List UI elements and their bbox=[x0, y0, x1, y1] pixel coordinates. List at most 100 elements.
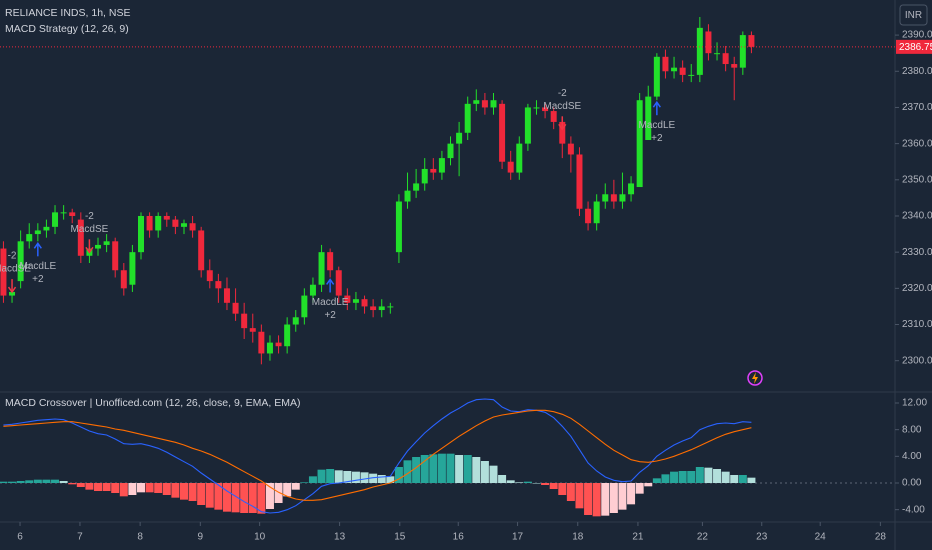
candle-body bbox=[602, 194, 609, 202]
short-qty: -2 bbox=[558, 88, 567, 99]
candle-body bbox=[189, 223, 196, 231]
candle-body bbox=[309, 284, 316, 296]
histogram-bar bbox=[523, 481, 532, 483]
y-tick-label: 12.00 bbox=[902, 398, 927, 409]
histogram-bar bbox=[635, 483, 644, 494]
histogram-bar bbox=[446, 453, 455, 483]
candle-body bbox=[645, 96, 652, 141]
candle-body bbox=[739, 35, 746, 68]
histogram-bar bbox=[308, 476, 317, 483]
candle-body bbox=[628, 183, 635, 195]
strategy-label: MACD Strategy (12, 26, 9) bbox=[5, 23, 129, 35]
histogram-bar bbox=[0, 481, 8, 483]
candle-body bbox=[636, 100, 643, 188]
currency-box[interactable] bbox=[899, 4, 928, 26]
candle-body bbox=[249, 328, 256, 332]
histogram-bar bbox=[222, 483, 231, 512]
histogram-bar bbox=[94, 483, 103, 491]
y-tick-label: 2380.00 bbox=[902, 66, 932, 77]
candle-body bbox=[292, 317, 299, 325]
histogram-bar bbox=[102, 483, 111, 491]
histogram-bar bbox=[334, 470, 343, 483]
x-tick-label: 21 bbox=[632, 532, 644, 543]
histogram-bar bbox=[394, 467, 403, 483]
histogram-bar bbox=[558, 483, 567, 495]
histogram-bar bbox=[76, 483, 85, 487]
candle-body bbox=[404, 190, 411, 202]
candle-body bbox=[481, 100, 488, 108]
candle-body bbox=[155, 215, 162, 231]
histogram-bar bbox=[747, 477, 756, 483]
candle-body bbox=[95, 244, 102, 249]
histogram-bar bbox=[566, 483, 575, 501]
histogram-bar bbox=[343, 471, 352, 483]
candle-body bbox=[585, 208, 592, 224]
histogram-bar bbox=[661, 474, 670, 483]
short-label: MacdSE bbox=[543, 101, 581, 112]
histogram-bar bbox=[240, 483, 249, 513]
candle-body bbox=[284, 324, 291, 347]
histogram-bar bbox=[136, 483, 145, 493]
histogram-bar bbox=[257, 483, 266, 514]
histogram-bar bbox=[248, 483, 257, 513]
short-qty: -2 bbox=[85, 211, 94, 222]
histogram-bar bbox=[541, 483, 550, 485]
candle-body bbox=[430, 168, 437, 173]
histogram-bar bbox=[145, 483, 154, 493]
indicator-line bbox=[3, 398, 752, 514]
histogram-bar bbox=[506, 480, 515, 483]
last-price-badge bbox=[896, 39, 932, 54]
last-price-label: 2386.75 bbox=[899, 42, 932, 53]
long-qty: +2 bbox=[32, 274, 44, 285]
histogram-bar bbox=[205, 483, 214, 508]
x-tick-label: 15 bbox=[394, 532, 406, 543]
long-qty: +2 bbox=[324, 310, 336, 321]
alert-bolt bbox=[752, 372, 758, 384]
candle-body bbox=[748, 35, 755, 47]
histogram-bar bbox=[549, 483, 558, 489]
histogram-bar bbox=[326, 469, 335, 483]
candle-body bbox=[533, 107, 540, 109]
histogram-bar bbox=[25, 480, 34, 483]
candle-body bbox=[542, 107, 549, 112]
long-label: MacdLE bbox=[639, 120, 676, 131]
candle-body bbox=[17, 241, 24, 282]
candle-body bbox=[696, 27, 703, 75]
histogram-bar bbox=[351, 471, 360, 483]
candle-body bbox=[52, 212, 59, 227]
histogram-bar bbox=[644, 483, 653, 487]
candle-body bbox=[198, 230, 205, 271]
candle-body bbox=[387, 306, 394, 308]
histogram-bar bbox=[128, 483, 137, 495]
histogram-bar bbox=[532, 483, 541, 484]
short-arrow-head bbox=[85, 246, 94, 254]
histogram-bar bbox=[420, 455, 429, 483]
candle-body bbox=[9, 291, 16, 296]
candle-body bbox=[258, 331, 265, 354]
candle-body bbox=[567, 143, 574, 155]
candle-body bbox=[318, 252, 325, 285]
long-label: MacdLE bbox=[312, 297, 349, 308]
candle-body bbox=[344, 295, 351, 303]
candle-body bbox=[26, 234, 33, 242]
candle-body bbox=[327, 252, 334, 271]
indicator-line bbox=[3, 409, 752, 501]
histogram-bar bbox=[360, 472, 369, 483]
candle-body bbox=[206, 270, 213, 282]
candle-body bbox=[370, 306, 377, 311]
candle-body bbox=[473, 100, 480, 104]
candle-body bbox=[395, 201, 402, 253]
histogram-bar bbox=[197, 483, 206, 505]
histogram-bar bbox=[489, 465, 498, 483]
candle-body bbox=[103, 241, 110, 245]
histogram-bar bbox=[437, 453, 446, 483]
histogram-bar bbox=[179, 483, 188, 500]
candle-body bbox=[714, 53, 721, 55]
candle-body bbox=[275, 342, 282, 347]
histogram-bar bbox=[575, 483, 584, 509]
alert-icon[interactable] bbox=[747, 370, 763, 386]
histogram-bar bbox=[678, 471, 687, 483]
histogram-bar bbox=[730, 475, 739, 483]
long-arrow-head bbox=[33, 242, 42, 249]
